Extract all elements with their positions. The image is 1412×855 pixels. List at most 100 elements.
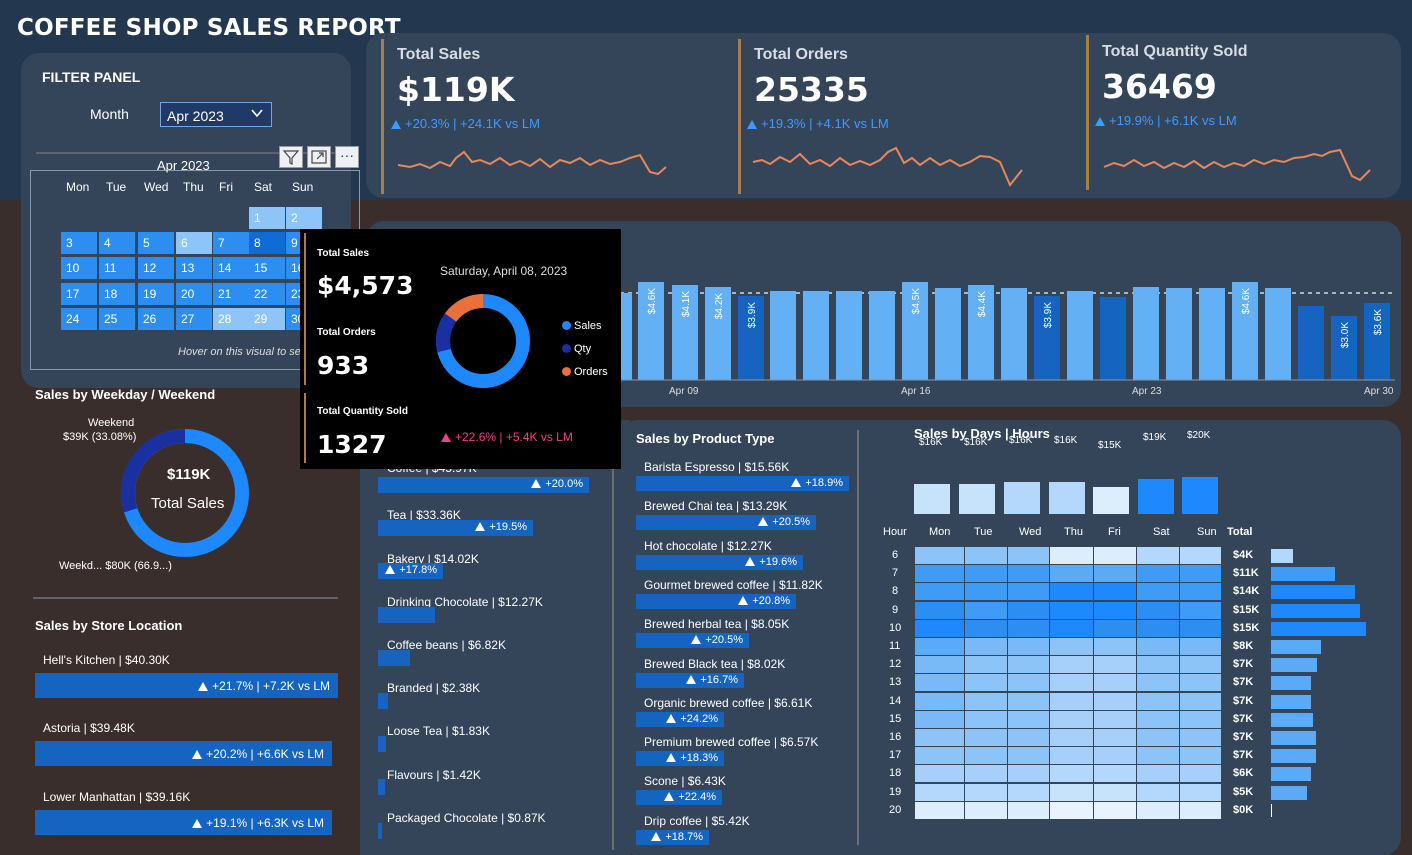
- calendar-day[interactable]: 25: [99, 308, 135, 330]
- heatmap-cell[interactable]: [965, 783, 1007, 801]
- calendar-day[interactable]: 8: [249, 232, 285, 254]
- product-bar[interactable]: +16.7%: [636, 672, 744, 688]
- calendar-day[interactable]: 3: [61, 232, 97, 254]
- product-bar[interactable]: +19.6%: [636, 554, 803, 570]
- calendar-day[interactable]: 15: [249, 257, 285, 279]
- calendar-day[interactable]: 24: [61, 308, 97, 330]
- category-bar[interactable]: [378, 779, 385, 796]
- heatmap-cell[interactable]: [1137, 638, 1179, 655]
- heatmap-cell[interactable]: [1050, 801, 1093, 819]
- daily-bar[interactable]: [738, 296, 764, 380]
- product-bar[interactable]: +20.5%: [636, 633, 749, 649]
- heatmap-cell[interactable]: [1094, 692, 1136, 710]
- heatmap-cell[interactable]: [1008, 783, 1049, 801]
- heatmap-hour-bar[interactable]: [1271, 549, 1293, 563]
- product-bar[interactable]: +22.4%: [636, 790, 722, 806]
- category-bar[interactable]: [378, 693, 388, 709]
- calendar-day[interactable]: 14: [213, 257, 249, 279]
- heatmap-cell[interactable]: [1008, 656, 1049, 674]
- calendar-day[interactable]: 6: [176, 232, 212, 254]
- heatmap-cell[interactable]: [965, 619, 1007, 637]
- heatmap-cell[interactable]: [1094, 583, 1136, 601]
- heatmap-cell[interactable]: [1008, 565, 1049, 583]
- calendar-day[interactable]: 17: [61, 283, 97, 305]
- heatmap-hour-bar[interactable]: [1271, 640, 1321, 654]
- heatmap-cell[interactable]: [1180, 656, 1221, 674]
- heatmap-cell[interactable]: [1050, 656, 1093, 674]
- daily-bar[interactable]: [1166, 288, 1192, 380]
- heatmap-hour-bar[interactable]: [1271, 603, 1360, 618]
- daily-bar[interactable]: [1133, 287, 1159, 380]
- daily-bar[interactable]: [1100, 297, 1126, 380]
- calendar-day[interactable]: 13: [176, 257, 212, 279]
- calendar-day[interactable]: 18: [99, 283, 135, 305]
- heatmap-cell[interactable]: [1137, 783, 1179, 801]
- calendar-day[interactable]: 12: [138, 257, 174, 279]
- heatmap-cell[interactable]: [1180, 619, 1221, 637]
- heatmap-cell[interactable]: [1137, 674, 1179, 692]
- heatmap-cell[interactable]: [1137, 547, 1179, 564]
- category-bar[interactable]: +17.8%: [378, 563, 443, 580]
- heatmap-cell[interactable]: [915, 674, 964, 692]
- calendar-day[interactable]: 19: [138, 283, 174, 305]
- heatmap-cell[interactable]: [915, 619, 964, 637]
- heatmap-cell[interactable]: [1137, 583, 1179, 601]
- heatmap-cell[interactable]: [965, 638, 1007, 655]
- calendar-day[interactable]: 7: [213, 232, 249, 254]
- heatmap-hour-bar[interactable]: [1271, 803, 1272, 817]
- category-bar[interactable]: +20.0%: [378, 477, 589, 493]
- heatmap-cell[interactable]: [965, 765, 1007, 783]
- heatmap-cell[interactable]: [1050, 674, 1093, 692]
- product-bar[interactable]: +20.5%: [636, 515, 816, 531]
- heatmap-day-bar[interactable]: [914, 484, 950, 514]
- calendar-day[interactable]: 29: [249, 308, 285, 330]
- product-bar[interactable]: +24.2%: [636, 711, 724, 727]
- category-bar[interactable]: [378, 606, 435, 623]
- heatmap-cell[interactable]: [1180, 692, 1221, 710]
- daily-bar[interactable]: [1001, 288, 1027, 380]
- heatmap-hour-bar[interactable]: [1271, 694, 1311, 709]
- heatmap-hour-bar[interactable]: [1271, 676, 1311, 691]
- calendar-day[interactable]: 1: [249, 207, 285, 229]
- heatmap-cell[interactable]: [1180, 710, 1221, 728]
- heatmap-cell[interactable]: [1180, 801, 1221, 819]
- calendar-day[interactable]: 10: [61, 257, 97, 279]
- heatmap-cell[interactable]: [1050, 783, 1093, 801]
- heatmap-hour-bar[interactable]: [1271, 567, 1335, 582]
- heatmap-cell[interactable]: [1137, 765, 1179, 783]
- heatmap-cell[interactable]: [1180, 638, 1221, 655]
- calendar-day[interactable]: 26: [138, 308, 174, 330]
- heatmap-cell[interactable]: [1050, 619, 1093, 637]
- heatmap-cell[interactable]: [965, 801, 1007, 819]
- daily-bar[interactable]: [1199, 288, 1225, 380]
- category-bar[interactable]: +19.5%: [378, 520, 533, 537]
- heatmap-cell[interactable]: [1180, 601, 1221, 619]
- calendar-day[interactable]: 5: [138, 232, 174, 254]
- heatmap-cell[interactable]: [1050, 583, 1093, 601]
- heatmap-cell[interactable]: [1008, 729, 1049, 746]
- product-bar[interactable]: +18.9%: [636, 476, 849, 491]
- store-bar[interactable]: +20.2% | +6.6K vs LM: [35, 741, 332, 766]
- heatmap-cell[interactable]: [965, 583, 1007, 601]
- daily-bar[interactable]: [968, 285, 994, 380]
- heatmap-cell[interactable]: [1008, 710, 1049, 728]
- heatmap-cell[interactable]: [1008, 801, 1049, 819]
- heatmap-cell[interactable]: [965, 674, 1007, 692]
- daily-bar[interactable]: [869, 291, 895, 380]
- heatmap-cell[interactable]: [965, 656, 1007, 674]
- calendar-day[interactable]: 20: [176, 283, 212, 305]
- heatmap-cell[interactable]: [915, 547, 964, 564]
- heatmap-cell[interactable]: [1094, 601, 1136, 619]
- heatmap-cell[interactable]: [915, 783, 964, 801]
- daily-bar[interactable]: [1232, 282, 1258, 380]
- heatmap-hour-bar[interactable]: [1271, 767, 1311, 782]
- heatmap-cell[interactable]: [1094, 656, 1136, 674]
- calendar-day[interactable]: 22: [249, 283, 285, 305]
- heatmap-cell[interactable]: [915, 801, 964, 819]
- heatmap-cell[interactable]: [1137, 729, 1179, 746]
- heatmap-cell[interactable]: [1180, 729, 1221, 746]
- heatmap-cell[interactable]: [965, 547, 1007, 564]
- store-bar[interactable]: +19.1% | +6.3K vs LM: [35, 810, 332, 835]
- daily-bar[interactable]: [620, 293, 632, 380]
- heatmap-cell[interactable]: [1180, 583, 1221, 601]
